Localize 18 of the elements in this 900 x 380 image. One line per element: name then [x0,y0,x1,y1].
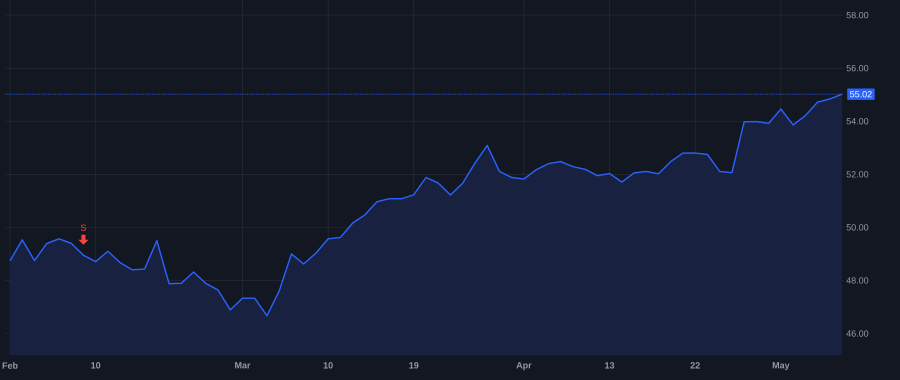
y-tick-label: 52.00 [846,171,868,178]
y-tick-label: 56.00 [846,65,868,72]
x-tick-label: Apr [516,362,532,370]
x-tick-label: Feb [2,362,18,369]
y-tick-label: 50.00 [846,224,868,231]
x-tick-label: 10 [324,362,333,369]
ref-line-label: 55.02 [850,91,872,98]
x-tick-label: Mar [235,362,250,368]
x-tick-label: 10 [91,362,100,369]
x-tick-label: May [772,362,790,370]
annotation: S [80,224,86,231]
y-tick-label: 46.00 [846,330,868,337]
y-tick-label: 48.00 [846,277,868,284]
x-tick-label: 19 [409,362,418,369]
x-tick-label: 13 [605,362,614,369]
y-tick-label: 58.00 [846,12,868,18]
x-tick-label: 22 [690,362,700,368]
y-tick-label: 54.00 [846,118,868,124]
